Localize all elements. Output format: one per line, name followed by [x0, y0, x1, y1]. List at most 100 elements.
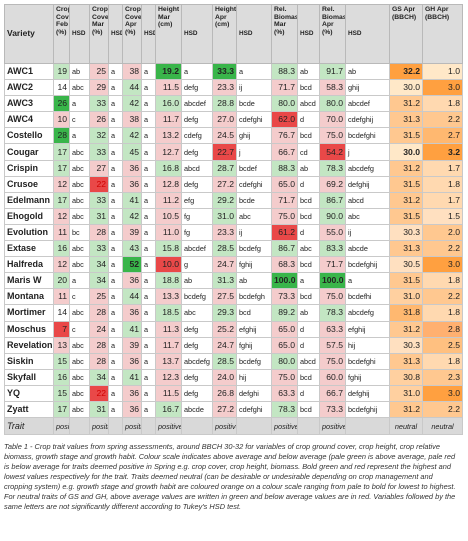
trait-value: 3.0: [422, 79, 463, 97]
hsd-letters: a: [108, 256, 123, 274]
trait-value: 63.3: [271, 384, 298, 402]
table-row: Maris W 20 a 34 a 36 a 18.8 ab 31.3 ab 100.0 a 100.0 a…: [4, 272, 463, 290]
trait-value: 23.3: [212, 223, 237, 242]
trait-value: 78.3: [271, 400, 298, 419]
hsd-letters: a: [141, 62, 156, 81]
trait-value: 42: [122, 95, 142, 113]
variety-name: Cougar: [4, 143, 54, 161]
hsd-letters: cdefghi: [236, 400, 272, 419]
trait-value: 12: [53, 207, 70, 225]
hsd-letters: defg: [181, 143, 213, 161]
trait-value: 42: [122, 127, 142, 145]
hsd-letters: defg: [181, 368, 213, 386]
variety-name: Halfreda: [4, 256, 54, 274]
hsd-letters: bcd: [297, 368, 320, 386]
hsd-letters: a: [108, 111, 123, 129]
hsd-letters: a: [141, 336, 156, 354]
trait-value: 31.2: [389, 191, 423, 209]
trait-value: 22: [89, 175, 109, 193]
trait-value: 65.0: [271, 175, 298, 193]
trait-value: 36: [122, 384, 142, 402]
hsd-letters: bcdefg: [181, 288, 213, 306]
trait-value: 73.3: [319, 400, 346, 419]
trait-value: 33: [89, 95, 109, 113]
variety-name: Costello: [4, 127, 54, 145]
trait-value: 11.7: [155, 111, 182, 129]
trait-value: 30.5: [389, 256, 423, 274]
trait-value: 31.5: [389, 207, 423, 225]
trait-value: 25: [89, 62, 109, 81]
trait-value: 31.0: [212, 207, 237, 225]
hsd-letters: a: [108, 320, 123, 338]
variety-name: Zyatt: [4, 400, 54, 419]
trait-value: 36: [122, 304, 142, 322]
trait-value: 14: [53, 79, 70, 97]
trait-value: 19.2: [155, 62, 182, 81]
trait-value: 65.0: [271, 320, 298, 338]
table-row: Evolution 11 bc 28 a 39 a 11.0 fg 23.3 ij 61.2 d 55.0…: [4, 223, 463, 242]
trait-type: [236, 417, 272, 436]
trait-value: 55.0: [319, 223, 346, 242]
trait-value: 2.0: [422, 223, 463, 242]
hsd-letters: a: [108, 240, 123, 258]
trait-value: 38: [122, 62, 142, 81]
trait-value: 13: [53, 336, 70, 354]
hsd-letters: bcdefghij: [345, 256, 390, 274]
trait-value: 61.2: [271, 223, 298, 242]
trait-value: 27.2: [212, 175, 237, 193]
trait-row-label: Trait: [4, 417, 54, 436]
hsd-letters: defg: [181, 384, 213, 402]
trait-value: 13.2: [155, 127, 182, 145]
hsd-letters: cdefg: [181, 127, 213, 145]
hsd-letters: a: [141, 368, 156, 386]
trait-value: 66.7: [319, 384, 346, 402]
column-header: Rel. Biomass Apr (%): [319, 4, 346, 64]
trait-value: 28: [53, 127, 70, 145]
trait-value: 31.2: [389, 400, 423, 419]
hsd-letters: abc: [236, 207, 272, 225]
hsd-letters: defg: [181, 336, 213, 354]
trait-value: 24.0: [212, 368, 237, 386]
trait-value: 39: [122, 223, 142, 242]
trait-value: 34: [89, 272, 109, 290]
trait-value: 33: [89, 240, 109, 258]
trait-value: 1.8: [422, 352, 463, 370]
table-row: AWC2 14 abc 29 a 44 a 11.5 defg 23.3 ij 71.7 bcd 58.3…: [4, 79, 463, 97]
hsd-letters: a: [108, 352, 123, 370]
trait-type: positive: [212, 417, 237, 436]
hsd-letters: abcde: [345, 240, 390, 258]
trait-value: 25: [89, 288, 109, 306]
table-row: Mortimer 14 abc 28 a 36 a 18.5 abc 29.3 bcd 89.2 ab 7…: [4, 304, 463, 322]
trait-value: 31: [89, 207, 109, 225]
trait-value: 27.5: [212, 288, 237, 306]
variety-column-header: Variety: [4, 4, 54, 64]
trait-value: 60.0: [319, 368, 346, 386]
hsd-letters: abc: [69, 352, 90, 370]
trait-value: 12.7: [155, 143, 182, 161]
trait-value: 88.3: [271, 62, 298, 81]
trait-value: 33: [89, 143, 109, 161]
trait-value: 10: [53, 111, 70, 129]
hsd-letters: abc: [69, 304, 90, 322]
trait-value: 73.3: [271, 288, 298, 306]
hsd-letters: d: [297, 320, 320, 338]
column-header: Height Apr (cm): [212, 4, 237, 64]
trait-value: 31.2: [389, 159, 423, 177]
hsd-letters: a: [141, 384, 156, 402]
hsd-column-header: HSD: [141, 4, 156, 64]
trait-value: 62.0: [271, 111, 298, 129]
trait-value: 2.2: [422, 400, 463, 419]
variety-name: AWC2: [4, 79, 54, 97]
hsd-letters: a: [141, 175, 156, 193]
trait-value: 31.2: [389, 320, 423, 338]
trait-value: 20: [53, 272, 70, 290]
trait-value: 100.0: [319, 272, 346, 290]
hsd-letters: abcdefg: [345, 304, 390, 322]
hsd-letters: a: [108, 175, 123, 193]
trait-value: 26.8: [212, 384, 237, 402]
variety-name: AWC3: [4, 95, 54, 113]
hsd-letters: abc: [69, 143, 90, 161]
hsd-letters: a: [141, 191, 156, 209]
hsd-letters: abcdefg: [181, 352, 213, 370]
